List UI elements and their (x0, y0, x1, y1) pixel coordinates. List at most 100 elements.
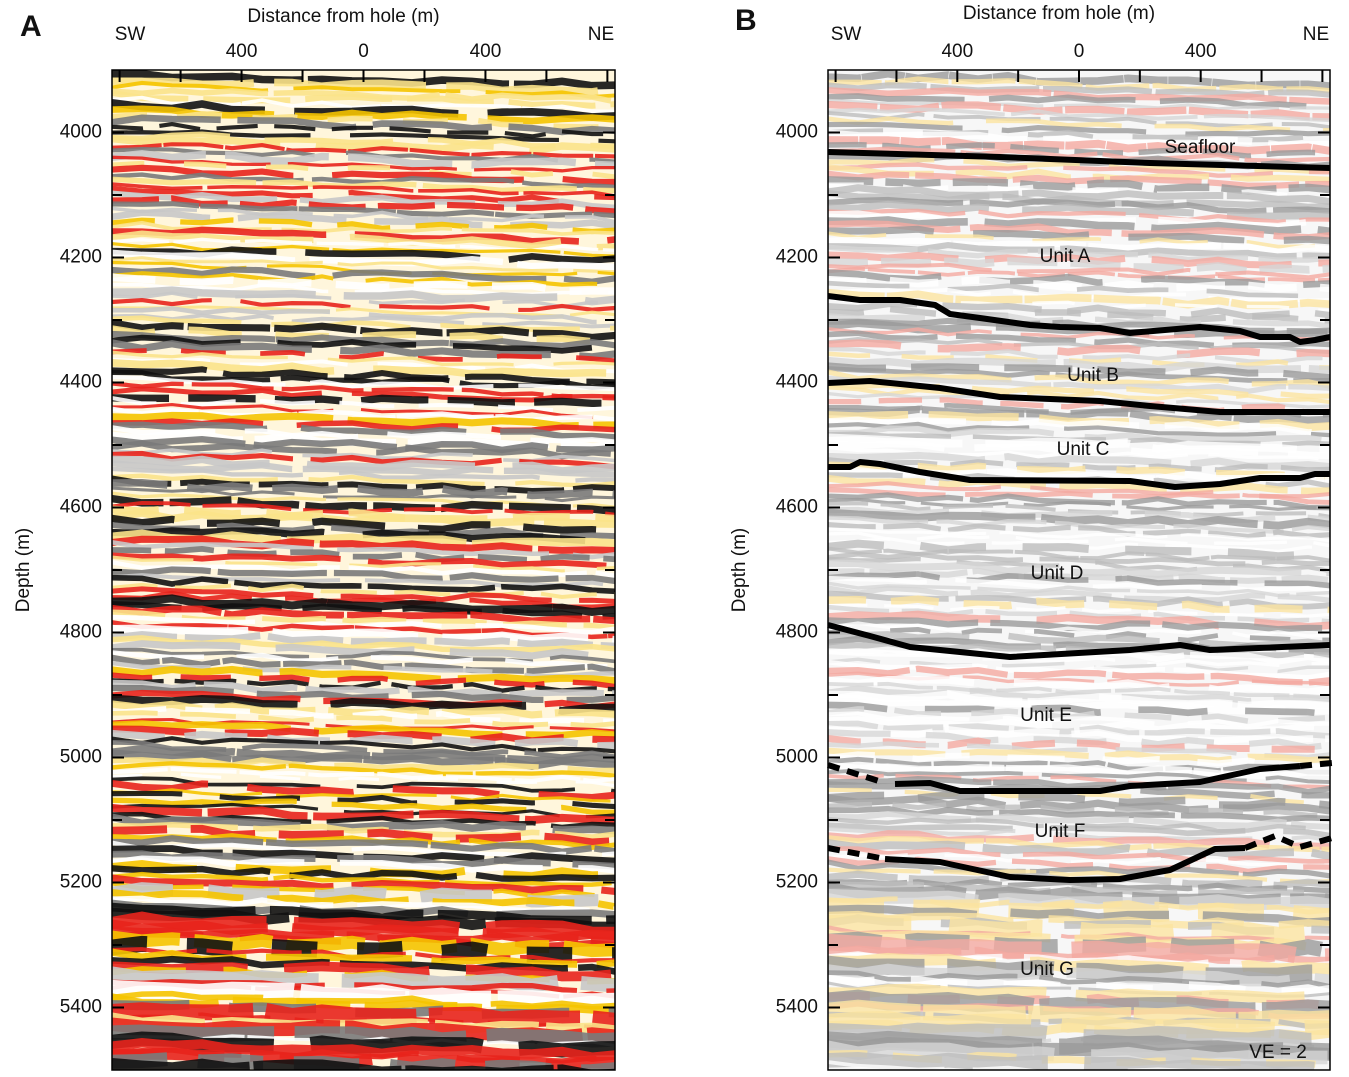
reflector (828, 650, 1330, 667)
y-tick-label: 5200 (60, 872, 102, 893)
reflector (828, 621, 1330, 638)
reflector (828, 817, 1330, 833)
reflector (828, 773, 1330, 789)
reflector (112, 286, 615, 306)
reflector (112, 640, 615, 660)
reflector (828, 822, 1330, 839)
reflector (112, 105, 615, 125)
reflector (112, 450, 615, 470)
reflector (112, 273, 615, 296)
reflector (828, 999, 1330, 1029)
reflector (828, 711, 1330, 729)
reflector (112, 813, 615, 835)
reflector (112, 237, 615, 252)
reflector (112, 1058, 615, 1070)
reflector (112, 665, 615, 685)
y-tick-label: 4200 (60, 247, 102, 268)
y-tick-label: 4000 (60, 122, 102, 143)
reflector (828, 162, 1330, 178)
reflector (112, 350, 615, 368)
reflector (828, 720, 1330, 739)
reflector (828, 305, 1330, 325)
reflector (828, 706, 1330, 724)
reflector (828, 100, 1330, 121)
reflector (112, 375, 615, 392)
reflector (112, 935, 615, 964)
reflector (112, 306, 615, 325)
y-axis-title: Depth (m) (13, 528, 34, 612)
reflector (828, 76, 1330, 94)
reflector (828, 1051, 1330, 1070)
reflector (112, 122, 615, 139)
reflector (828, 559, 1330, 578)
reflector (828, 487, 1330, 505)
reflector (828, 676, 1330, 696)
reflector (828, 107, 1330, 123)
reflector (828, 551, 1330, 567)
reflector (828, 98, 1330, 111)
y-tick-label: 4600 (60, 497, 102, 518)
reflector (112, 604, 615, 625)
reflector (828, 176, 1330, 195)
reflector (828, 527, 1330, 543)
reflector (828, 93, 1330, 110)
reflector (828, 811, 1330, 830)
reflector (112, 797, 615, 815)
reflector (828, 369, 1330, 389)
reflector (112, 206, 615, 224)
reflector (112, 220, 615, 236)
reflector (112, 749, 615, 770)
x-tick-label: 400 (1185, 41, 1217, 62)
reflector (112, 788, 615, 803)
reflector (112, 176, 615, 194)
reflector (112, 803, 615, 825)
reflector (828, 531, 1330, 548)
unit-label: Unit F (1035, 821, 1086, 842)
reflector (828, 859, 1330, 879)
reflector (112, 729, 615, 750)
reflector (112, 149, 615, 170)
reflector (828, 116, 1330, 134)
inferred-horizon (1299, 760, 1333, 769)
reflector (828, 181, 1330, 200)
seismic-image (828, 70, 1330, 1070)
left-direction: SW (115, 24, 146, 45)
y-tick-label: 5400 (60, 997, 102, 1018)
reflector (828, 870, 1330, 890)
reflector (112, 874, 615, 895)
reflector (828, 1019, 1330, 1041)
right-direction: NE (1303, 24, 1329, 45)
reflector (112, 473, 615, 488)
horizon (827, 378, 1330, 415)
y-tick-label: 4400 (60, 372, 102, 393)
reflector (828, 617, 1330, 633)
horizon (827, 622, 1331, 660)
reflector (112, 594, 615, 616)
reflector (112, 647, 615, 664)
reflector (112, 555, 615, 573)
y-tick-label: 5200 (776, 872, 818, 893)
reflector (112, 539, 615, 560)
reflector (112, 418, 615, 434)
reflector (828, 157, 1330, 174)
reflector (112, 710, 615, 729)
reflector (828, 136, 1330, 155)
y-tick-label: 4800 (60, 622, 102, 643)
reflector (112, 855, 615, 874)
reflector (828, 313, 1330, 329)
reflector (112, 574, 615, 595)
reflector (828, 747, 1330, 764)
reflector (112, 266, 615, 285)
reflector (112, 80, 615, 100)
reflector (112, 315, 615, 332)
reflector (112, 334, 615, 355)
reflector (828, 775, 1330, 795)
reflector (112, 395, 615, 413)
reflector (112, 297, 615, 313)
x-axis-title: Distance from hole (m) (247, 6, 439, 27)
reflector (112, 771, 615, 788)
reflector (828, 262, 1330, 280)
reflector (112, 930, 615, 958)
horizon (894, 763, 1301, 794)
reflector (828, 375, 1330, 395)
